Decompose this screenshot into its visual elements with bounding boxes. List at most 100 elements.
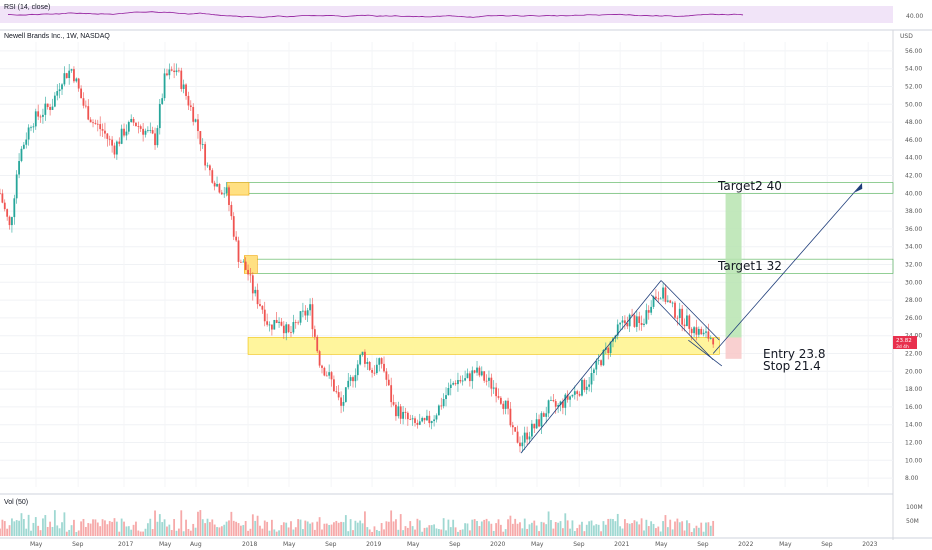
candle-body (87, 106, 90, 120)
candle-body (330, 372, 333, 380)
candle-body (607, 347, 610, 354)
volume-bar (624, 519, 626, 536)
volume-bar (552, 528, 555, 536)
candle-body (89, 119, 92, 123)
candle-body (0, 193, 1, 195)
volume-bar (65, 531, 68, 536)
candle-body (75, 78, 78, 82)
candle-body (77, 78, 80, 89)
candle-body (175, 70, 178, 73)
candle-body (471, 370, 474, 382)
candle-body (561, 401, 564, 408)
candle-body (216, 184, 218, 187)
candle-body (127, 122, 130, 132)
x-tick-label: Sep (449, 541, 461, 548)
volume-bar (311, 522, 314, 536)
volume-bar (530, 522, 533, 536)
candle-body (426, 415, 428, 421)
chart-title: Newell Brands Inc., 1W, NASDAQ (4, 33, 110, 40)
volume-bar (30, 530, 32, 536)
candle-body (676, 317, 679, 319)
volume-bar (194, 527, 197, 536)
y-tick-label: 48.00 (905, 119, 922, 126)
volume-bar (449, 527, 452, 536)
volume-bar (118, 531, 121, 536)
volume-bar (192, 523, 195, 536)
volume-bar (554, 522, 557, 536)
volume-bar (333, 522, 335, 536)
profit-box (725, 193, 742, 338)
volume-bar (123, 521, 125, 536)
candle-body (695, 327, 698, 335)
volume-bar (302, 529, 304, 536)
volume-bar (15, 520, 18, 536)
candle-body (478, 367, 481, 376)
candle-body (476, 367, 478, 373)
y-tick-label: 22.00 (905, 351, 922, 358)
volume-bar (402, 530, 404, 536)
candle-body (197, 119, 199, 132)
candle-body (146, 130, 149, 131)
y-tick-label: 36.00 (905, 226, 922, 233)
volume-bar (340, 521, 342, 536)
volume-bar (223, 524, 226, 536)
volume-bar (447, 519, 450, 536)
volume-bar (542, 522, 545, 536)
candle-body (259, 304, 261, 306)
volume-bar (39, 530, 42, 536)
candle-body (573, 391, 576, 395)
volume-bar (390, 510, 393, 536)
volume-bar (92, 519, 94, 536)
volume-bar (84, 526, 87, 536)
volume-bar (149, 518, 152, 536)
candle-body (459, 380, 462, 382)
volume-bar (166, 526, 168, 536)
volume-bar (702, 531, 705, 536)
volume-bar (652, 523, 655, 536)
volume-bar (247, 530, 249, 536)
candle-body (707, 331, 710, 339)
candle-body (56, 91, 59, 96)
volume-bar (466, 523, 469, 536)
candle-body (452, 383, 455, 385)
candle-body (569, 396, 571, 400)
volume-bar (156, 521, 159, 536)
candle-body (290, 332, 292, 333)
x-tick-label: 2020 (490, 541, 505, 548)
volume-bar (213, 524, 216, 536)
y-tick-label: 18.00 (905, 386, 922, 393)
volume-bar (259, 525, 261, 536)
volume-bar (695, 525, 698, 536)
volume-bar (499, 524, 502, 536)
volume-bar (63, 512, 66, 536)
candle-body (576, 391, 579, 394)
volume-bars (0, 510, 715, 536)
volume-bar (113, 518, 116, 536)
candle-body (25, 139, 28, 145)
y-tick-label: 28.00 (905, 297, 922, 304)
candle-body (34, 111, 37, 127)
volume-bar (27, 514, 30, 536)
candle-body (213, 182, 216, 187)
volume-bar (53, 510, 56, 536)
volume-bar (204, 523, 207, 536)
candle-body (542, 413, 545, 417)
candle-body (92, 122, 94, 124)
target1-zone (247, 258, 894, 274)
candle-body (42, 114, 44, 117)
volume-bar (344, 515, 347, 536)
volume-bar (628, 523, 631, 536)
volume-bar (108, 521, 111, 536)
candle-body (137, 126, 140, 127)
candle-body (118, 141, 121, 144)
candle-body (597, 360, 600, 362)
volume-bar (640, 518, 643, 536)
volume-bar (454, 527, 457, 536)
volume-bar (576, 528, 579, 536)
volume-bar (359, 520, 362, 536)
volume-bar (58, 528, 61, 536)
candle-body (366, 361, 369, 364)
candle-body (130, 118, 133, 123)
x-tick-label: May (531, 541, 544, 548)
